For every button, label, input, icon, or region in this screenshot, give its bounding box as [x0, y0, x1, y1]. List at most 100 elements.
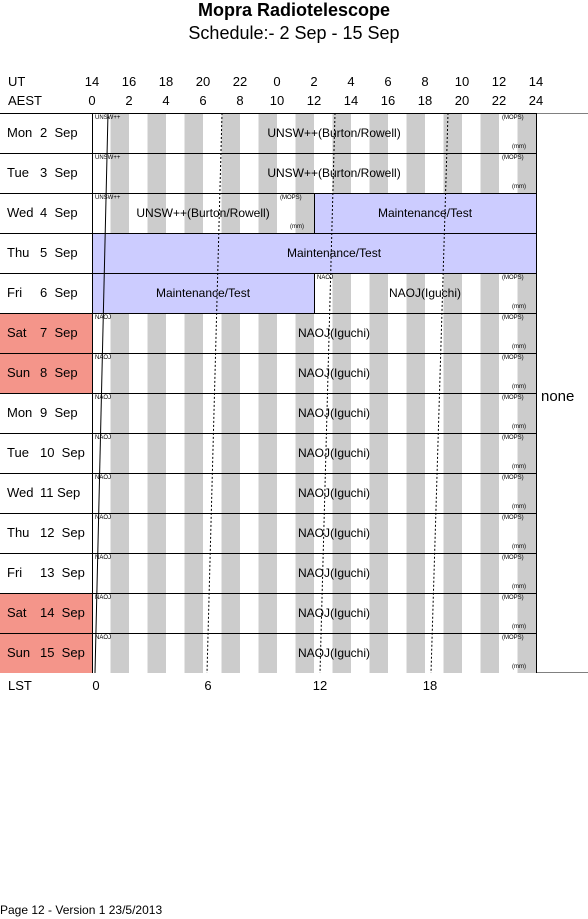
day-date: 9 Sep — [40, 405, 78, 420]
hour-stripe — [110, 393, 129, 433]
hour-stripe — [369, 393, 388, 433]
hour-stripe — [517, 593, 536, 633]
hour-stripe — [221, 313, 240, 353]
hour-stripe — [184, 313, 203, 353]
hour-stripe — [184, 153, 203, 193]
day-of-week: Mon — [7, 125, 33, 140]
aest-axis-label: AEST — [8, 93, 42, 108]
mm-tag: (mm) — [512, 344, 526, 350]
hour-stripe — [110, 513, 129, 553]
day-label: Mon 9 Sep — [0, 393, 91, 433]
block-code: NAOJ — [95, 635, 112, 641]
hour-stripe — [258, 193, 277, 233]
weekend-highlight — [0, 313, 92, 353]
day-of-week: Fri — [7, 285, 23, 300]
hour-stripe — [147, 153, 166, 193]
hour-stripe — [406, 153, 425, 193]
hour-stripe — [258, 473, 277, 513]
hour-stripe — [221, 433, 240, 473]
day-of-week: Wed — [7, 205, 34, 220]
maintenance-block-bg — [314, 193, 536, 233]
day-label: Thu 5 Sep — [0, 233, 91, 273]
mm-tag: (mm) — [512, 184, 526, 190]
mops-tag: (MOPS) — [502, 475, 524, 481]
aest-tick-label: 24 — [528, 93, 544, 108]
hour-stripe — [443, 473, 462, 513]
page-subtitle: Schedule:- 2 Sep - 15 Sep — [188, 23, 400, 43]
hour-stripe — [221, 153, 240, 193]
hour-stripe — [406, 633, 425, 673]
day-of-week: Sun — [7, 645, 31, 660]
block-code: UNSW++ — [95, 195, 121, 201]
ut-tick-label: 16 — [121, 74, 137, 89]
ut-tick-label: 18 — [158, 74, 174, 89]
hour-stripe — [517, 553, 536, 593]
day-date: 14 Sep — [40, 605, 85, 620]
mm-tag: (mm) — [512, 464, 526, 470]
block-label: Maintenance/Test — [155, 286, 251, 300]
hour-stripe — [147, 113, 166, 153]
mops-tag: (MOPS) — [502, 355, 524, 361]
mops-tag: (MOPS) — [502, 515, 524, 521]
block-label: NAOJ(Iguchi) — [297, 646, 371, 660]
hour-stripe — [443, 633, 462, 673]
day-of-week: Mon — [7, 405, 33, 420]
hour-stripe — [480, 633, 499, 673]
mm-tag: (mm) — [512, 584, 526, 590]
block-code: NAOJ — [95, 395, 112, 401]
aest-tick-label: 10 — [269, 93, 285, 108]
hour-stripe — [517, 113, 536, 153]
hour-stripe — [406, 553, 425, 593]
hour-stripe — [332, 473, 351, 513]
day-label: Fri 13 Sep — [0, 553, 91, 593]
day-label: Sat 14 Sep — [0, 593, 91, 633]
hour-stripe — [332, 593, 351, 633]
day-date: 13 Sep — [40, 565, 85, 580]
hour-stripe — [295, 593, 314, 633]
hour-stripe — [258, 433, 277, 473]
hour-stripe — [110, 113, 129, 153]
hour-stripe — [147, 193, 166, 233]
hour-stripe — [406, 593, 425, 633]
hour-stripe — [369, 113, 388, 153]
hour-stripe — [258, 593, 277, 633]
hour-stripe — [184, 553, 203, 593]
lst-dotted-line — [206, 113, 223, 673]
weekend-highlight — [0, 593, 92, 633]
hour-stripe — [406, 313, 425, 353]
block-code: UNSW++ — [95, 155, 121, 161]
hour-stripe — [332, 553, 351, 593]
ut-tick-label: 4 — [347, 74, 355, 89]
aest-tick-label: 0 — [88, 93, 96, 108]
block-label: NAOJ(Iguchi) — [297, 446, 371, 460]
hour-stripe — [221, 593, 240, 633]
hour-stripe — [221, 393, 240, 433]
hour-stripe — [443, 153, 462, 193]
hour-stripe — [406, 393, 425, 433]
hour-stripe — [332, 153, 351, 193]
day-label: Wed 11 Sep — [0, 473, 91, 513]
hour-stripe — [221, 473, 240, 513]
hour-stripe — [443, 433, 462, 473]
schedule-grid-svg — [0, 113, 588, 673]
day-of-week: Tue — [7, 165, 29, 180]
hour-stripe — [184, 113, 203, 153]
hour-stripe — [221, 113, 240, 153]
hour-stripe — [258, 633, 277, 673]
block-label: Maintenance/Test — [377, 206, 473, 220]
hour-stripe — [443, 513, 462, 553]
aest-tick-label: 14 — [343, 93, 359, 108]
hour-stripe — [332, 313, 351, 353]
hour-stripe — [332, 433, 351, 473]
block-code: NAOJ — [95, 355, 112, 361]
hour-stripe — [147, 433, 166, 473]
mops-tag: (MOPS) — [502, 275, 524, 281]
mm-tag: (mm) — [512, 664, 526, 670]
lst-zero-line — [94, 113, 109, 673]
schedule-grid-labels: Mon 2 Sep Tue 3 Sep Wed 4 Sep Thu 5 Sep Fri 6 Sep… — [0, 113, 588, 673]
hour-stripe — [369, 433, 388, 473]
day-date: 8 Sep — [40, 365, 78, 380]
block-label: NAOJ(Iguchi) — [297, 486, 371, 500]
block-code: NAOJ — [95, 315, 112, 321]
hour-stripe — [480, 353, 499, 393]
